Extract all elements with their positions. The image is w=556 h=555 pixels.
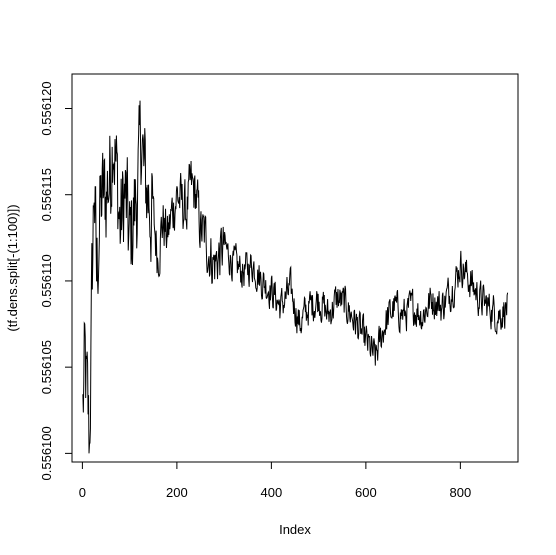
x-tick-label: 0 — [79, 485, 86, 500]
x-tick-label: 200 — [166, 485, 188, 500]
x-tick-label: 400 — [261, 485, 283, 500]
y-tick-label: 0.556105 — [39, 340, 54, 394]
x-tick-label: 800 — [450, 485, 472, 500]
series-line — [82, 100, 509, 454]
y-tick-label: 0.556120 — [39, 81, 54, 135]
y-tick-label: 0.556115 — [39, 168, 54, 221]
x-axis-label: Index — [279, 522, 311, 537]
y-axis: 0.556100 0.556105 0.556110 0.556115 0.556120 — [39, 81, 73, 480]
y-axis-label: (tf.dens.split[-(1:100)]) — [5, 204, 20, 331]
x-axis: 0 200 400 600 800 — [79, 461, 472, 500]
x-tick-label: 600 — [355, 485, 377, 500]
y-tick-label: 0.556100 — [39, 426, 54, 480]
y-tick-label: 0.556110 — [39, 254, 54, 307]
series-layer — [82, 100, 509, 454]
